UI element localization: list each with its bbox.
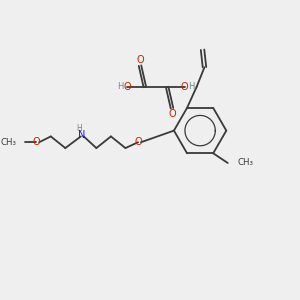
Text: O: O: [134, 137, 142, 147]
Text: H: H: [188, 82, 195, 91]
Text: N: N: [78, 130, 85, 140]
Text: O: O: [168, 109, 176, 119]
Text: H: H: [117, 82, 124, 91]
Text: O: O: [124, 82, 131, 92]
Text: O: O: [32, 137, 40, 147]
Text: CH₃: CH₃: [238, 158, 254, 167]
Text: CH₃: CH₃: [1, 138, 17, 147]
Text: H: H: [76, 124, 82, 133]
Text: O: O: [181, 82, 188, 92]
Text: O: O: [136, 55, 144, 65]
